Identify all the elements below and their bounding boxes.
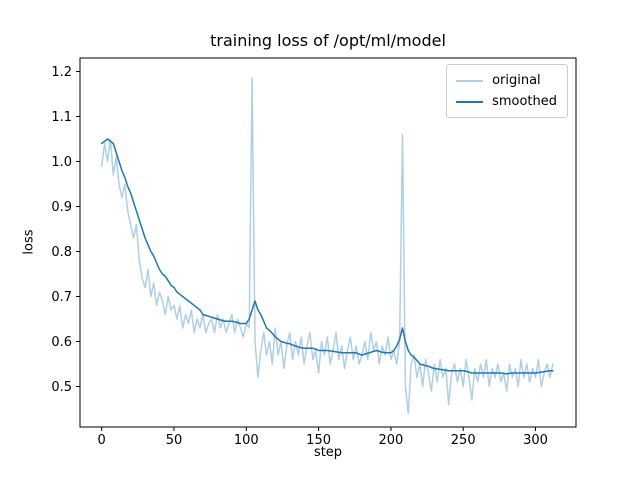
y-tick-label: 0.9: [51, 200, 72, 215]
y-axis-label: loss: [21, 229, 37, 255]
legend: original smoothed: [446, 64, 568, 118]
x-tick-label: 200: [378, 433, 403, 448]
x-tick-label: 50: [166, 433, 183, 448]
legend-label-original: original: [492, 73, 541, 88]
legend-item-original: original: [456, 70, 557, 91]
x-axis-label: step: [313, 445, 343, 460]
axes-border: [79, 57, 577, 428]
legend-label-smoothed: smoothed: [492, 94, 557, 109]
original-line: [100, 77, 554, 415]
y-tick-label: 1.1: [51, 110, 72, 125]
x-tick-label: 250: [451, 433, 476, 448]
x-tick-label: 150: [306, 433, 331, 448]
x-tick-label: 300: [523, 433, 548, 448]
x-tick-label: 100: [234, 433, 259, 448]
y-tick-label: 0.6: [51, 335, 72, 350]
y-tick-label: 1.0: [51, 155, 72, 170]
y-tick-label: 0.8: [51, 245, 72, 260]
smoothed-line: [100, 138, 554, 375]
smoothed-line-sample-icon: [456, 100, 484, 103]
original-line-sample-icon: [456, 79, 484, 82]
y-tick-label: 1.2: [51, 65, 72, 80]
y-tick-label: 0.7: [51, 290, 72, 305]
y-tick-label: 0.5: [51, 380, 72, 395]
x-tick-label: 0: [98, 433, 106, 448]
legend-item-smoothed: smoothed: [456, 91, 557, 112]
chart-title: training loss of /opt/ml/model: [210, 31, 446, 50]
